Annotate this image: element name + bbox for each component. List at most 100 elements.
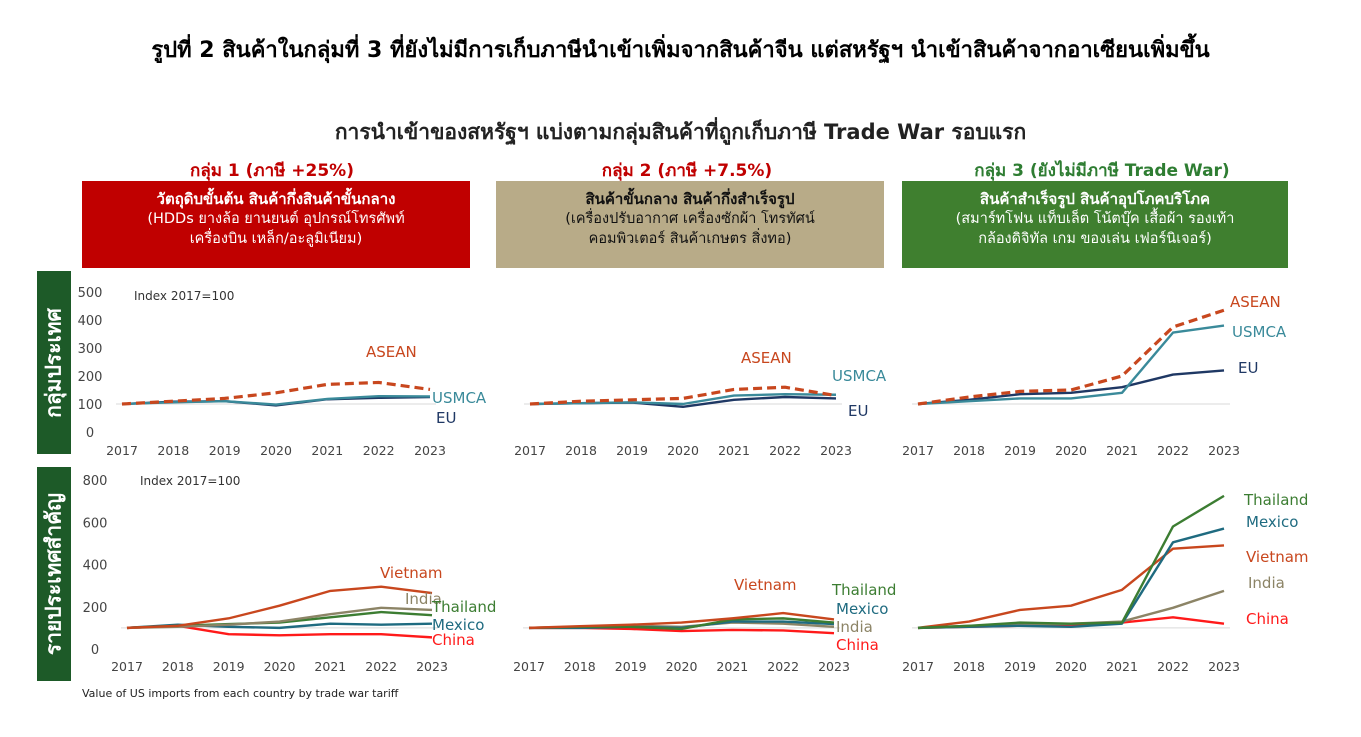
x-tick-label: 2022 (1157, 659, 1189, 674)
series-label-mexico: Mexico (1246, 513, 1298, 531)
series-line-mexico (917, 527, 1225, 630)
series-label-india: India (836, 618, 873, 636)
group-2-line-3: คอมพิวเตอร์ สินค้าเกษตร สิ่งทอ) (588, 231, 792, 247)
series-label-usmca: USMCA (832, 367, 887, 385)
group-2-line-1: สินค้าขั้นกลาง สินค้ากึ่งสำเร็จรูป (585, 190, 795, 208)
x-tick-label: 2021 (311, 443, 343, 458)
series-label-china: China (432, 631, 475, 649)
x-tick-label: 2017 (902, 659, 934, 674)
x-tick-label: 2022 (363, 443, 395, 458)
series-label-thailand: Thailand (431, 598, 496, 616)
x-tick-label: 2018 (565, 443, 597, 458)
series-line-vietnam (917, 544, 1225, 630)
footnote: Value of US imports from each country by… (82, 687, 399, 700)
series-label-usmca: USMCA (1232, 323, 1287, 341)
group-3-box: สินค้าสำเร็จรูป สินค้าอุปโภคบริโภค (สมาร… (902, 181, 1288, 268)
y-tick-label: 200 (83, 601, 108, 616)
series-label-asean: ASEAN (741, 349, 792, 367)
x-tick-label: 2021 (1106, 659, 1138, 674)
side-label-countries: รายประเทศสำคัญ (37, 467, 71, 681)
index-note: Index 2017=100 (134, 289, 234, 303)
series-line-usmca (121, 394, 431, 406)
page-title: รูปที่ 2 สินค้าในกลุ่มที่ 3 ที่ยังไม่มีก… (151, 38, 1210, 63)
x-tick-label: 2018 (162, 659, 194, 674)
group-3-line-3: กล้องดิจิทัล เกม ของเล่น เฟอร์นิเจอร์) (978, 231, 1212, 247)
x-tick-label: 2020 (666, 659, 698, 674)
index-note: Index 2017=100 (140, 474, 240, 488)
group-3-line-2: (สมาร์ทโฟน แท็บเล็ต โน้ตบุ๊ค เสื้อผ้า รอ… (955, 211, 1235, 227)
series-line-usmca (917, 324, 1225, 406)
group-2-box: สินค้าขั้นกลาง สินค้ากึ่งสำเร็จรูป (เครื… (496, 181, 884, 268)
x-tick-label: 2020 (260, 443, 292, 458)
series-label-eu: EU (848, 402, 868, 420)
group-1-line-3: เครื่องบิน เหล็ก/อะลูมิเนียม) (189, 231, 363, 247)
x-tick-label: 2023 (414, 443, 446, 458)
y-tick-label: 0 (91, 643, 99, 658)
x-tick-label: 2021 (314, 659, 346, 674)
x-tick-label: 2023 (820, 443, 852, 458)
x-tick-label: 2022 (1157, 443, 1189, 458)
group-3-line-1: สินค้าสำเร็จรูป สินค้าอุปโภคบริโภค (979, 190, 1211, 208)
series-label-vietnam: Vietnam (380, 564, 443, 582)
x-tick-label: 2022 (767, 659, 799, 674)
y-tick-label: 100 (78, 398, 103, 413)
x-tick-label: 2022 (365, 659, 397, 674)
series-label-eu: EU (1238, 359, 1258, 377)
x-tick-label: 2019 (615, 659, 647, 674)
x-tick-label: 2017 (513, 659, 545, 674)
series-label-china: China (836, 636, 879, 654)
x-tick-label: 2018 (564, 659, 596, 674)
group-2-line-2: (เครื่องปรับอากาศ เครื่องซักผ้า โทรทัศน์ (565, 211, 815, 227)
series-label-india: India (1248, 574, 1285, 592)
y-tick-label: 400 (83, 559, 108, 574)
y-tick-label: 500 (78, 286, 103, 301)
group-3-heading: กลุ่ม 3 (ยังไม่มีภาษี Trade War) (974, 161, 1230, 181)
series-label-thailand: Thailand (1243, 491, 1308, 509)
series-label-vietnam: Vietnam (1246, 548, 1309, 566)
series-line-asean (121, 380, 431, 406)
x-tick-label: 2019 (1004, 659, 1036, 674)
series-line-asean (917, 308, 1225, 406)
x-tick-label: 2017 (514, 443, 546, 458)
series-label-asean: ASEAN (366, 343, 417, 361)
group-2-heading: กลุ่ม 2 (ภาษี +7.5%) (601, 161, 773, 181)
x-tick-label: 2018 (157, 443, 189, 458)
series-label-mexico: Mexico (836, 600, 888, 618)
x-tick-label: 2021 (718, 443, 750, 458)
series-label-india: India (405, 590, 442, 608)
x-tick-label: 2017 (902, 443, 934, 458)
x-tick-label: 2019 (213, 659, 245, 674)
x-tick-label: 2020 (1055, 659, 1087, 674)
x-tick-label: 2018 (953, 659, 985, 674)
x-tick-label: 2021 (716, 659, 748, 674)
group-1-line-1: วัตถุดิบขั้นต้น สินค้ากึ่งสินค้าขั้นกลาง (156, 190, 396, 208)
x-tick-label: 2021 (1106, 443, 1138, 458)
series-line-vietnam (528, 611, 835, 630)
series-label-asean: ASEAN (1230, 293, 1281, 311)
series-line-eu (917, 369, 1225, 406)
y-tick-label: 800 (83, 474, 108, 489)
x-tick-label: 2023 (1208, 443, 1240, 458)
y-tick-label: 0 (86, 426, 94, 441)
series-label-china: China (1246, 610, 1289, 628)
y-tick-label: 300 (78, 342, 103, 357)
x-tick-label: 2018 (953, 443, 985, 458)
x-tick-label: 2023 (818, 659, 850, 674)
x-tick-label: 2017 (106, 443, 138, 458)
series-line-vietnam (126, 585, 433, 630)
group-1-heading: กลุ่ม 1 (ภาษี +25%) (190, 161, 354, 181)
series-label-eu: EU (436, 409, 456, 427)
series-label-vietnam: Vietnam (734, 576, 797, 594)
x-tick-label: 2023 (1208, 659, 1240, 674)
x-tick-label: 2020 (264, 659, 296, 674)
series-line-thailand (917, 494, 1225, 630)
x-tick-label: 2022 (769, 443, 801, 458)
x-tick-label: 2019 (209, 443, 241, 458)
x-tick-label: 2019 (616, 443, 648, 458)
series-line-usmca (529, 393, 837, 406)
series-line-asean (529, 385, 837, 406)
x-tick-label: 2017 (111, 659, 143, 674)
y-tick-label: 200 (78, 370, 103, 385)
group-1-line-2: (HDDs ยางล้อ ยานยนต์ อุปกรณ์โทรศัพท์ (147, 211, 405, 227)
